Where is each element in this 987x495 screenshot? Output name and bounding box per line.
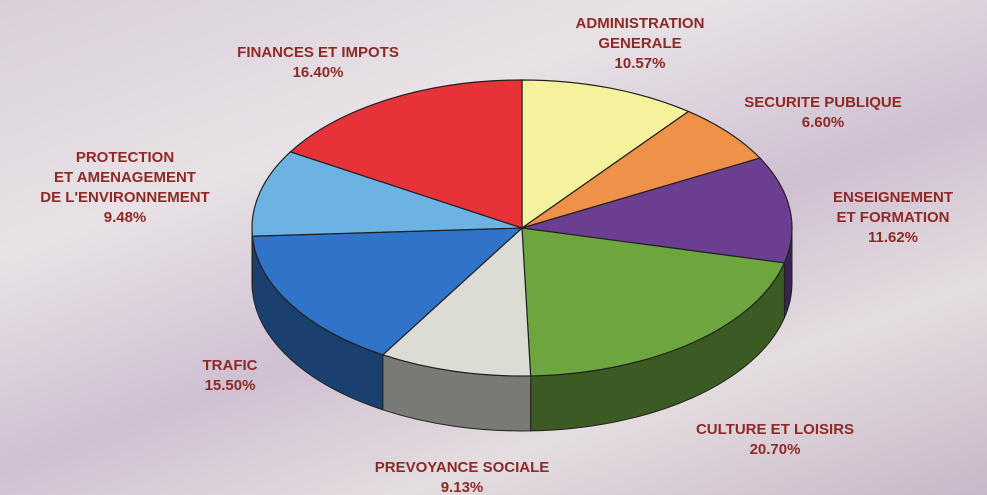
value-label: 10.57%: [614, 55, 666, 72]
category-label: FINANCES ET IMPOTS: [237, 44, 399, 61]
category-label: TRAFIC: [202, 357, 258, 374]
category-label: PREVOYANCE SOCIALE: [374, 459, 550, 476]
slice: [521, 227, 786, 377]
value-label: 9.48%: [103, 209, 147, 226]
slice: [251, 227, 524, 356]
slice-label: TRAFIC 15.50%: [203, 356, 258, 396]
slice-label: ENSEIGNEMENT ET FORMATION 11.62%: [833, 188, 953, 248]
slice-label: CULTURE ET LOISIRS 20.70%: [696, 420, 854, 460]
category-label: SECURITE PUBLIQUE: [744, 94, 902, 111]
slice-label: SECURITE PUBLIQUE 6.60%: [744, 93, 902, 133]
slice: [521, 79, 690, 230]
value-label: 11.62%: [867, 229, 919, 246]
category-label: ADMINISTRATION GENERALE: [575, 15, 705, 52]
category-label: PROTECTION ET AMENAGEMENT DE L'ENVIRONNE…: [40, 149, 210, 206]
slice: [521, 110, 762, 229]
slice-label: ADMINISTRATION GENERALE 10.57%: [576, 14, 705, 74]
category-label: ENSEIGNEMENT ET FORMATION: [832, 189, 954, 226]
slice: [251, 151, 523, 237]
slice-label: FINANCES ET IMPOTS 16.40%: [237, 43, 399, 83]
value-label: 6.60%: [801, 114, 845, 131]
value-label: 15.50%: [204, 377, 256, 394]
slice-label: PROTECTION ET AMENAGEMENT DE L'ENVIRONNE…: [40, 148, 209, 228]
value-label: 20.70%: [749, 441, 801, 458]
slice: [381, 226, 532, 377]
slice-label: PREVOYANCE SOCIALE 9.13%: [375, 458, 550, 495]
value-label: 16.40%: [292, 64, 344, 81]
value-label: 9.13%: [440, 479, 484, 495]
category-label: CULTURE ET LOISIRS: [695, 421, 855, 438]
slice: [289, 79, 523, 229]
